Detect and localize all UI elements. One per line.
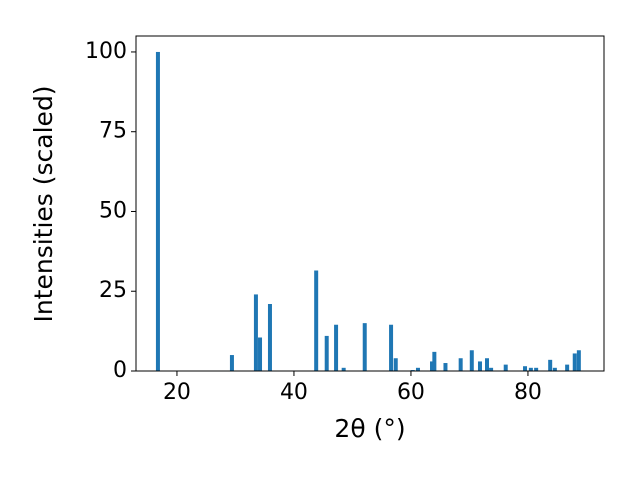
- bar: [485, 358, 489, 371]
- bar: [443, 363, 448, 371]
- bar: [523, 366, 528, 371]
- bar: [432, 351, 437, 371]
- bar: [267, 304, 272, 371]
- bar: [576, 350, 581, 371]
- bar: [341, 367, 346, 371]
- plot-frame: [135, 35, 605, 372]
- x-tick-label: 40: [280, 380, 308, 405]
- bar: [548, 359, 553, 371]
- bar: [503, 364, 508, 371]
- bar: [552, 367, 557, 371]
- bar: [314, 270, 319, 371]
- bar: [489, 367, 494, 371]
- bar: [258, 337, 263, 371]
- bar: [572, 353, 577, 371]
- bar: [393, 358, 398, 371]
- bar: [324, 335, 329, 371]
- bar: [389, 324, 394, 371]
- bar: [477, 361, 482, 371]
- bar: [565, 364, 570, 371]
- bar: [458, 358, 463, 371]
- bar: [415, 367, 420, 371]
- y-tick-label: 25: [99, 278, 127, 303]
- y-tick-label: 0: [113, 358, 127, 383]
- bar: [155, 51, 160, 371]
- x-tick-label: 60: [397, 380, 425, 405]
- y-tick-label: 100: [85, 39, 127, 64]
- bar: [528, 367, 533, 371]
- x-tick-label: 20: [163, 380, 191, 405]
- bar: [534, 367, 539, 371]
- y-axis-label: Intensities (scaled): [29, 85, 58, 322]
- bar: [362, 323, 367, 371]
- x-axis-label: 2θ (°): [334, 414, 405, 443]
- bar: [469, 350, 474, 371]
- x-tick-label: 80: [514, 380, 542, 405]
- y-tick-label: 50: [99, 198, 127, 223]
- y-tick-label: 75: [99, 119, 127, 144]
- bar: [334, 324, 339, 371]
- bar: [430, 361, 435, 371]
- bar: [253, 294, 258, 371]
- bar: [229, 355, 234, 371]
